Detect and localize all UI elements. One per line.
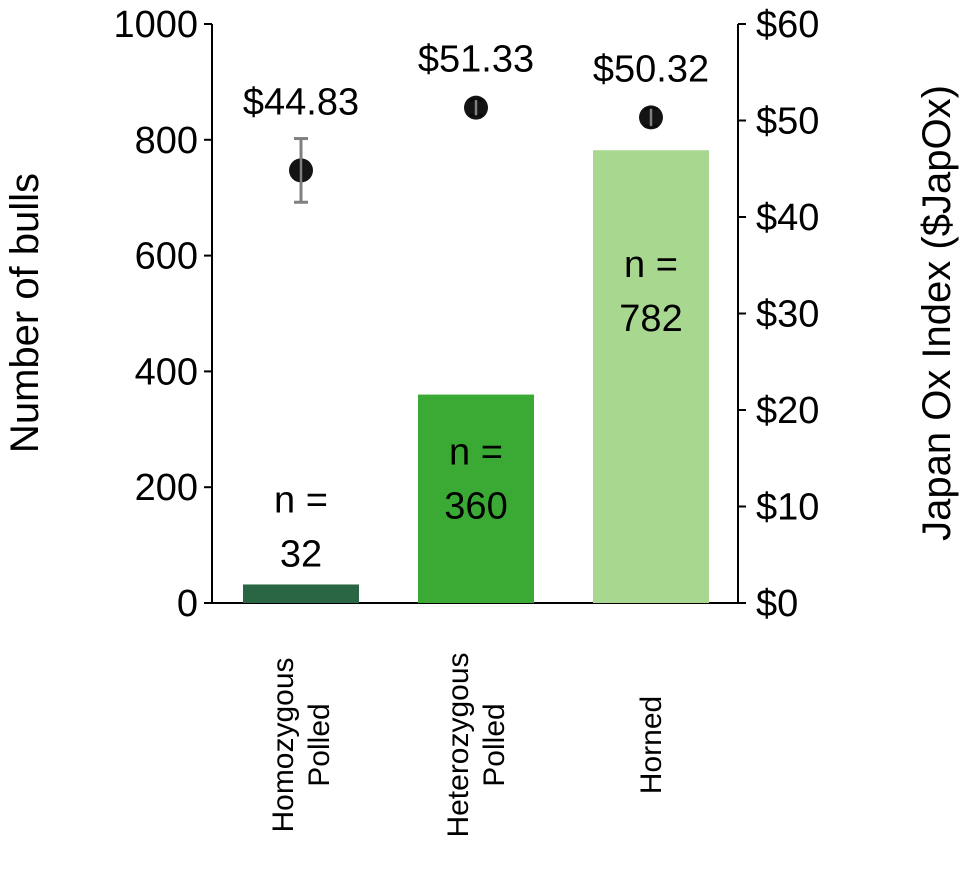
y-tick-label: 200	[135, 467, 198, 509]
y-tick-label: 1000	[113, 4, 198, 46]
bar	[243, 584, 359, 603]
y2-tick-label: $40	[756, 197, 819, 239]
bar-count-label: 782	[619, 298, 682, 340]
labels: n = 32 n = 360 n = 782 $44.83 $51.33 $50.32 Homoz…	[243, 39, 709, 838]
y-tick-label: 400	[135, 351, 198, 393]
bars	[243, 150, 709, 604]
bar-count-label: n =	[624, 244, 678, 286]
y2-tick-label: $50	[756, 101, 819, 143]
index-value-label: $44.83	[243, 82, 359, 124]
y-tick-label: 0	[177, 583, 198, 625]
y2-tick-label: $20	[756, 390, 819, 432]
index-value-label: $51.33	[418, 39, 534, 81]
bar-count-label: n =	[449, 432, 503, 474]
bar-count-label: 32	[280, 533, 322, 575]
index-points	[289, 95, 663, 204]
bar-count-label: 360	[444, 486, 507, 528]
y2-tick-label: $0	[756, 583, 798, 625]
category-label: Homozygous	[267, 657, 300, 832]
index-value-label: $50.32	[593, 48, 709, 90]
bar	[418, 394, 534, 603]
y-tick-label: 600	[135, 236, 198, 278]
axes: 0 200 400 600 800 1000 $0 $10 $20 $30 $40 $50 $60	[113, 4, 819, 625]
category-label: Heterozygous	[442, 652, 475, 837]
category-label: Polled	[303, 703, 336, 786]
y2-tick-label: $60	[756, 4, 819, 46]
y-tick-label: 800	[135, 120, 198, 162]
y-axis-title: Number of bulls	[3, 173, 47, 453]
category-label: Polled	[478, 703, 511, 786]
y2-tick-label: $10	[756, 487, 819, 529]
bar-count-label: n =	[274, 479, 328, 521]
y2-axis-title: Japan Ox Index ($JapOx)	[915, 85, 959, 541]
category-label: Horned	[635, 696, 668, 794]
bar	[593, 150, 709, 604]
y2-tick-label: $30	[756, 294, 819, 336]
